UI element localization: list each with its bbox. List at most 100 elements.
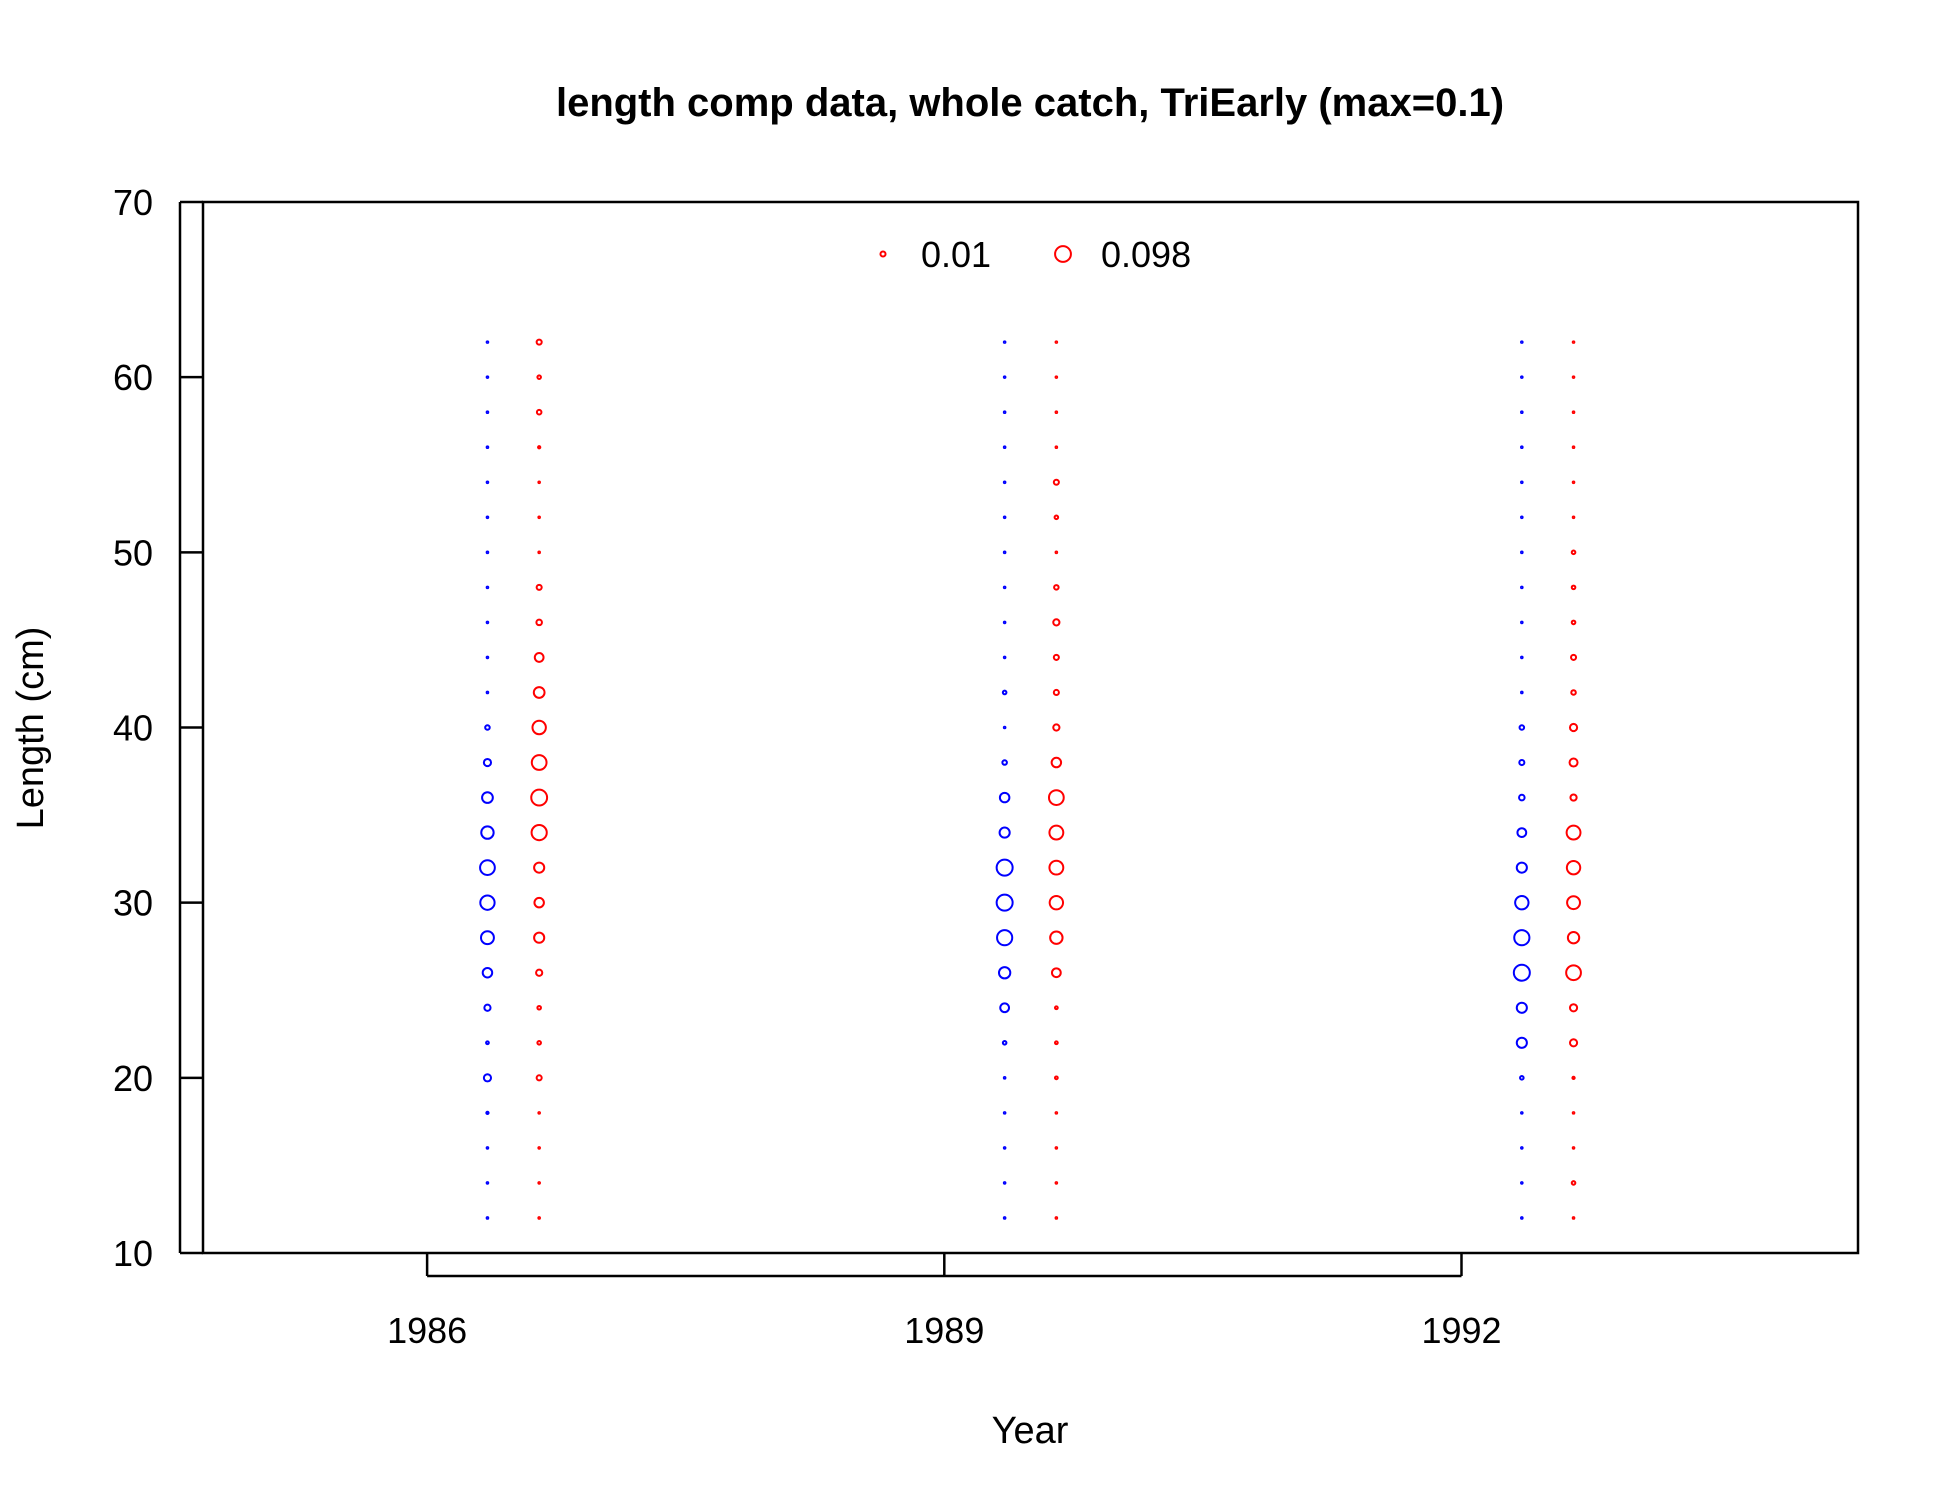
bubble-point xyxy=(1002,480,1007,485)
bubble-point xyxy=(535,338,543,346)
bubble-point xyxy=(1052,618,1061,627)
bubble-point xyxy=(995,893,1014,912)
bubble-point xyxy=(1054,375,1059,379)
y-axis: 10 20 30 40 50 60 70 xyxy=(113,182,203,1274)
bubble-point xyxy=(1512,963,1531,982)
bubble-point xyxy=(537,1146,541,1150)
bubble-point xyxy=(1571,1146,1576,1150)
bubble-point xyxy=(1565,964,1582,982)
bubble-point xyxy=(1571,375,1576,379)
bubble-point xyxy=(1054,445,1059,450)
bubble-point xyxy=(1002,585,1007,590)
bubble-point xyxy=(1570,653,1578,661)
bubble-point xyxy=(530,754,548,771)
bubble-point xyxy=(998,791,1011,804)
bubble-point xyxy=(1052,688,1060,696)
bubble-point xyxy=(1054,1216,1059,1220)
bubble-point xyxy=(485,585,490,590)
chart-title: length comp data, whole catch, TriEarly … xyxy=(556,81,1504,125)
bubble-point xyxy=(479,859,496,877)
bubble-point xyxy=(485,410,490,415)
bubble-point xyxy=(484,724,491,731)
bubble-point xyxy=(1048,894,1065,911)
bubble-point xyxy=(1571,515,1576,520)
bubble-point xyxy=(1053,584,1060,591)
bubble-point xyxy=(485,515,490,520)
bubble-point xyxy=(537,550,541,555)
bubble-point xyxy=(1053,514,1060,521)
bubble-point xyxy=(485,550,490,555)
bubble-point xyxy=(535,618,543,627)
x-axis-label: Year xyxy=(992,1410,1069,1452)
bubble-point xyxy=(1053,1040,1059,1046)
bubble-point xyxy=(1052,653,1060,661)
y-tick-label: 50 xyxy=(113,532,153,573)
bubble-point xyxy=(537,445,542,450)
bubble-point xyxy=(485,690,490,695)
bubble-point xyxy=(1002,620,1007,625)
x-tick-label: 1989 xyxy=(904,1310,984,1351)
bubble-point xyxy=(1002,375,1007,379)
bubble-point xyxy=(1002,550,1007,555)
bubble-point xyxy=(537,480,541,485)
bubble-point xyxy=(1049,930,1064,945)
x-tick-label: 1992 xyxy=(1421,1310,1501,1351)
bubble-point xyxy=(536,374,542,380)
bubble-point xyxy=(485,1181,490,1185)
bubble-point xyxy=(535,1074,543,1082)
bubble-point xyxy=(1002,515,1007,520)
bubble-point xyxy=(1002,1111,1007,1115)
bubble-point xyxy=(1054,410,1059,415)
bubble-point xyxy=(1053,1075,1059,1081)
bubble-point xyxy=(1566,931,1581,945)
x-axis: 1986 1989 1992 xyxy=(387,1253,1502,1351)
bubble-point xyxy=(485,620,490,625)
bubble-point xyxy=(1571,1216,1576,1220)
bubble-point xyxy=(1566,895,1581,911)
bubble-point xyxy=(1570,1180,1577,1186)
bubble-point xyxy=(1568,757,1579,768)
bubble-point xyxy=(1002,1076,1007,1080)
bubble-point xyxy=(1571,410,1576,415)
bubble-point xyxy=(536,1004,542,1011)
bubble-point xyxy=(1520,375,1524,379)
bubble-point xyxy=(485,480,490,485)
bubble-point xyxy=(1002,340,1007,344)
bubble-point xyxy=(1520,620,1524,625)
bubble-point xyxy=(1568,1038,1579,1048)
bubble-point xyxy=(1571,445,1576,450)
bubble-point xyxy=(1571,480,1576,485)
y-axis-label: Length (cm) xyxy=(10,627,52,830)
bubble-point xyxy=(1570,689,1577,696)
bubble-point xyxy=(1002,1146,1007,1150)
bubble-point xyxy=(1516,827,1528,838)
bubble-point xyxy=(535,408,543,416)
bubble-point xyxy=(1514,894,1530,911)
bubble-point xyxy=(530,824,548,842)
bubble-point xyxy=(480,825,495,840)
bubble-point xyxy=(485,340,490,344)
bubble-point xyxy=(1520,585,1524,590)
bubble-point xyxy=(482,1073,493,1083)
bubble-point xyxy=(481,967,494,979)
y-tick-label: 20 xyxy=(113,1058,153,1099)
bubble-point xyxy=(1002,410,1007,415)
bubble-point xyxy=(1520,690,1524,695)
x-tick-label: 1986 xyxy=(387,1310,467,1351)
bubble-point xyxy=(1571,1075,1576,1080)
bubble-point xyxy=(1002,725,1007,730)
bubble-point xyxy=(1054,1146,1059,1150)
bubble-point xyxy=(531,719,547,736)
bubble-point xyxy=(532,686,546,699)
bubble-point xyxy=(1565,859,1582,876)
bubble-point xyxy=(1050,756,1063,769)
bubble-point xyxy=(485,375,490,379)
bubble-point xyxy=(1050,967,1062,979)
bubble-point xyxy=(1002,1216,1007,1220)
bubble-point xyxy=(996,929,1014,947)
bubble-point xyxy=(1515,861,1528,874)
bubble-point xyxy=(1002,445,1007,450)
bubble-point xyxy=(1001,689,1008,696)
bubble-point xyxy=(1568,722,1579,733)
